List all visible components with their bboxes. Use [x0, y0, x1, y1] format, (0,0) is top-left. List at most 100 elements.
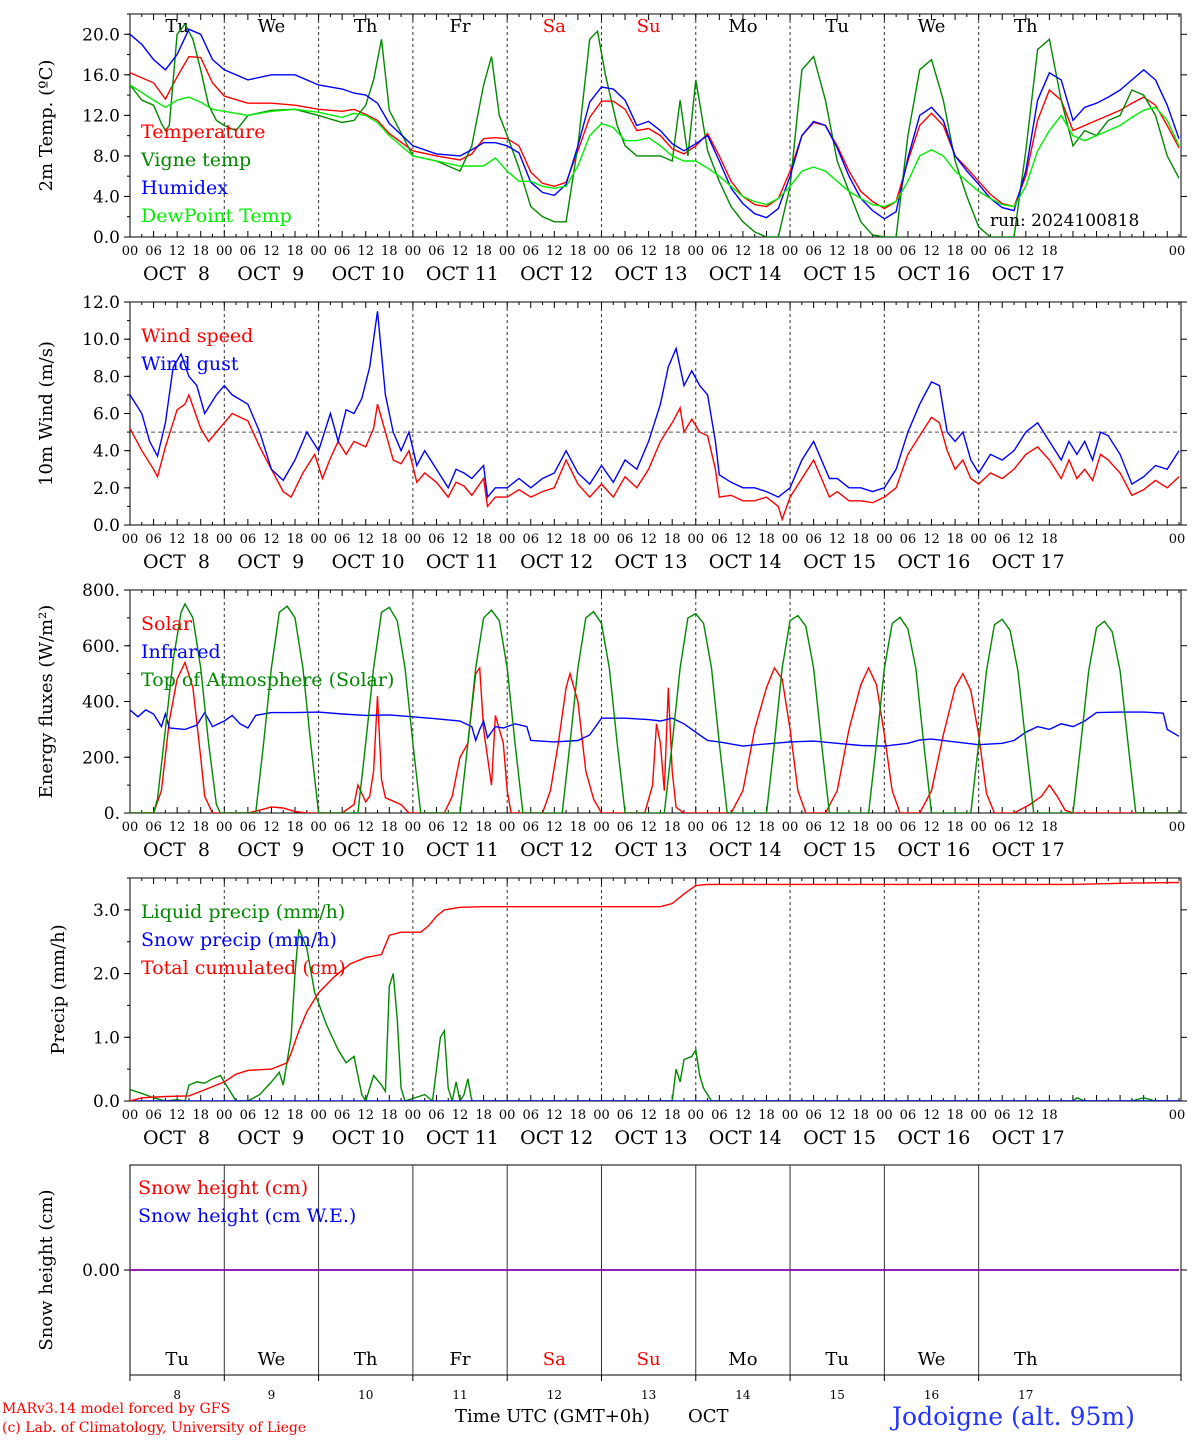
credit-line-2: (c) Lab. of Climatology, University of L…: [2, 1420, 307, 1436]
weekday-label: Mo: [728, 16, 757, 37]
hour-tick-label: 18: [947, 532, 964, 547]
y-tick-label: 10.0: [82, 330, 120, 350]
hour-tick-label: 18: [853, 820, 870, 835]
date-label: OCT 13: [614, 1127, 687, 1149]
hour-tick-label: 18: [475, 820, 492, 835]
hour-tick-label: 18: [758, 244, 775, 259]
date-label: OCT 10: [332, 839, 405, 861]
y-tick-label: 8.0: [93, 367, 120, 387]
date-label: OCT 12: [520, 1127, 593, 1149]
hour-tick-label: 06: [805, 1108, 822, 1123]
date-label: OCT 9: [237, 839, 304, 861]
hour-tick-label: 06: [617, 820, 634, 835]
hour-tick-label: 00: [310, 1108, 327, 1123]
plot-frame: [129, 589, 1182, 814]
hour-tick-label: 12: [546, 820, 563, 835]
hour-tick-label: 00: [405, 1108, 422, 1123]
hour-tick-label: 18: [381, 1108, 398, 1123]
hour-tick-label: 06: [900, 1108, 917, 1123]
hour-tick-label: 12: [263, 820, 280, 835]
weekday-label: Mo: [728, 1349, 757, 1370]
y-tick-label: 2.0: [93, 479, 120, 499]
y-tick-label: 12.0: [82, 106, 120, 126]
hour-tick-label: 12: [1018, 532, 1035, 547]
weekday-label: Fr: [449, 1349, 470, 1370]
date-label: OCT 14: [709, 551, 782, 573]
hour-tick-label: 12: [169, 820, 186, 835]
y-axis-title: 2m Temp. (ºC): [36, 60, 57, 192]
hour-tick-label: 00: [876, 244, 893, 259]
hour-tick-label: 12: [829, 820, 846, 835]
hour-tick-label: 18: [758, 1108, 775, 1123]
hour-tick-label: 00: [970, 1108, 987, 1123]
legend-entry: Wind gust: [141, 353, 239, 375]
hour-tick-label: 00: [499, 244, 516, 259]
hour-tick-label: 00: [593, 820, 610, 835]
legend-entry: Humidex: [141, 177, 228, 199]
month-label: OCT: [688, 1406, 729, 1427]
legend-entry: DewPoint Temp: [141, 205, 292, 227]
hour-tick-label: 06: [428, 820, 445, 835]
hour-tick-label: 06: [428, 244, 445, 259]
hour-tick-label: 06: [334, 1108, 351, 1123]
y-tick-label: 16.0: [82, 66, 120, 86]
date-label: OCT 14: [709, 839, 782, 861]
date-label: OCT 9: [237, 263, 304, 285]
hour-tick-label: 00: [499, 532, 516, 547]
hour-tick-label: 06: [240, 532, 257, 547]
hour-tick-label: 18: [853, 244, 870, 259]
weekday-label: Tu: [825, 1349, 849, 1370]
hour-tick-label: 12: [1018, 820, 1035, 835]
hour-tick-label: 00: [1169, 244, 1186, 259]
date-label: OCT 15: [803, 551, 876, 573]
date-label: OCT 16: [897, 839, 970, 861]
hour-tick-label: 18: [570, 244, 587, 259]
hour-tick-label: 06: [900, 820, 917, 835]
hour-tick-label: 06: [900, 532, 917, 547]
hour-tick-label: 18: [475, 532, 492, 547]
hour-tick-label: 12: [829, 1108, 846, 1123]
hour-tick-label: 06: [522, 244, 539, 259]
legend-entry: Total cumulated (cm): [141, 957, 346, 979]
hour-tick-label: 00: [782, 820, 799, 835]
y-tick-label: 4.0: [93, 187, 120, 207]
day-number-label: 10: [358, 1388, 373, 1402]
hour-tick-label: 12: [452, 1108, 469, 1123]
hour-tick-label: 06: [711, 244, 728, 259]
hour-tick-label: 18: [287, 1108, 304, 1123]
hour-tick-label: 12: [169, 244, 186, 259]
hour-tick-label: 00: [310, 244, 327, 259]
hour-tick-label: 00: [782, 1108, 799, 1123]
series-line-infrared: [130, 709, 1180, 747]
hour-tick-label: 12: [1018, 1108, 1035, 1123]
hour-tick-label: 06: [240, 244, 257, 259]
hour-tick-label: 00: [970, 244, 987, 259]
y-tick-label: 3.0: [93, 901, 120, 921]
y-tick-label: 0.00: [82, 1261, 120, 1281]
hour-tick-label: 06: [522, 820, 539, 835]
date-label: OCT 15: [803, 839, 876, 861]
series-line-liquid-precip-mm-h: [130, 928, 1179, 1101]
date-label: OCT 17: [992, 1127, 1065, 1149]
hour-tick-label: 00: [310, 820, 327, 835]
weekday-label: Th: [354, 16, 378, 37]
hour-tick-label: 06: [145, 244, 162, 259]
hour-tick-label: 12: [263, 244, 280, 259]
legend-entry: Top of Atmosphere (Solar): [141, 669, 394, 691]
y-tick-label: 4.0: [93, 442, 120, 462]
hour-tick-label: 18: [192, 820, 209, 835]
weekday-label: Sa: [543, 16, 566, 37]
legend-entry: Vigne temp: [140, 149, 251, 171]
date-label: OCT 10: [332, 551, 405, 573]
hour-tick-label: 12: [263, 1108, 280, 1123]
hour-tick-label: 12: [640, 1108, 657, 1123]
y-tick-label: 400.: [82, 693, 120, 713]
hour-tick-label: 12: [452, 820, 469, 835]
date-label: OCT 9: [237, 551, 304, 573]
x-axis-title: Time UTC (GMT+0h): [455, 1406, 650, 1427]
date-label: OCT 15: [803, 1127, 876, 1149]
day-number-label: 9: [268, 1388, 276, 1402]
legend-entry: Snow height (cm): [138, 1177, 308, 1199]
series-line-solar: [130, 660, 1179, 813]
hour-tick-label: 12: [263, 532, 280, 547]
